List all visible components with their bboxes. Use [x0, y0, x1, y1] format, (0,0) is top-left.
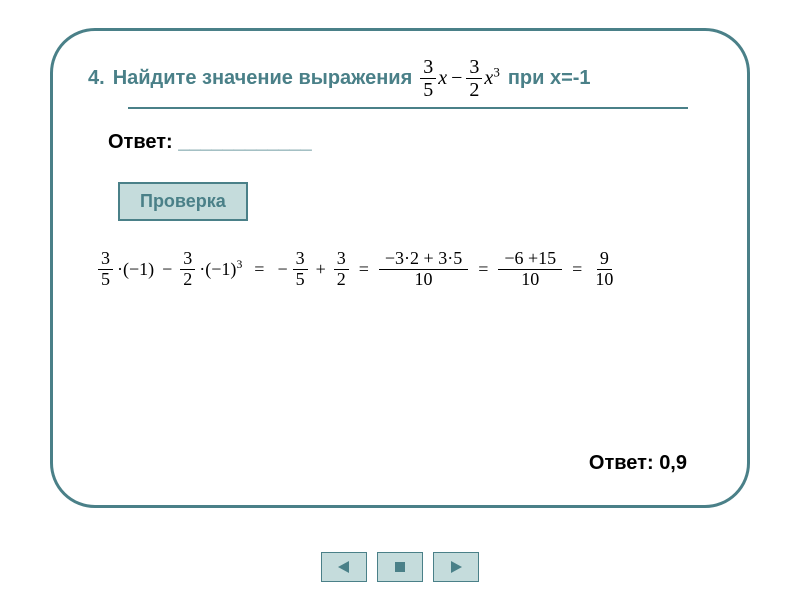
answer-blank: ____________	[178, 131, 311, 153]
slide-frame: 4. Найдите значение выражения 3 5 x − 3 …	[50, 28, 750, 508]
problem-text-2: при х=-1	[508, 67, 591, 90]
nav-prev-button[interactable]	[321, 552, 367, 582]
final-answer: Ответ: 0,9	[589, 452, 687, 475]
problem-number: 4.	[88, 67, 105, 90]
final-label: Ответ:	[589, 452, 654, 474]
answer-label: Ответ:	[108, 131, 173, 153]
arrow-left-icon	[335, 559, 353, 575]
problem-text-1: Найдите значение выражения	[113, 67, 413, 90]
solution: 3 5 ·(−1) − 3 2 ·(−1)3 = − 3 5 + 3 2 = −…	[98, 249, 712, 290]
final-value: 0,9	[659, 452, 687, 474]
square-icon	[391, 559, 409, 575]
nav-buttons	[321, 552, 479, 582]
answer-row: Ответ: ____________	[108, 131, 712, 154]
nav-next-button[interactable]	[433, 552, 479, 582]
divider	[128, 107, 688, 109]
problem-statement: 4. Найдите значение выражения 3 5 x − 3 …	[88, 56, 712, 101]
check-button[interactable]: Проверка	[118, 182, 248, 221]
problem-expression: 3 5 x − 3 2 x3	[420, 56, 500, 101]
arrow-right-icon	[447, 559, 465, 575]
nav-home-button[interactable]	[377, 552, 423, 582]
